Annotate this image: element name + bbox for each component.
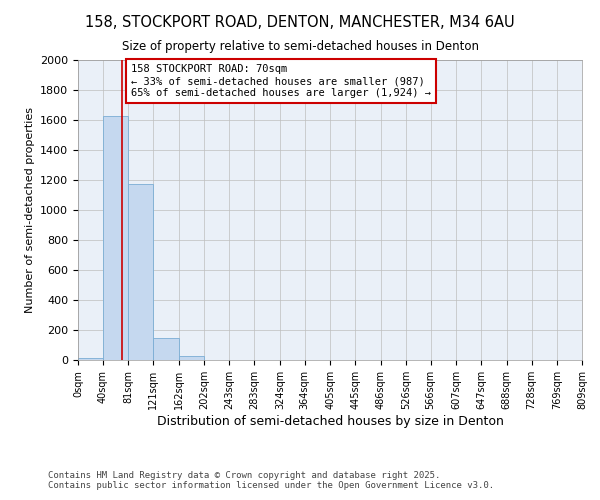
Text: Contains HM Land Registry data © Crown copyright and database right 2025.
Contai: Contains HM Land Registry data © Crown c… (48, 470, 494, 490)
Text: 158 STOCKPORT ROAD: 70sqm
← 33% of semi-detached houses are smaller (987)
65% of: 158 STOCKPORT ROAD: 70sqm ← 33% of semi-… (131, 64, 431, 98)
Bar (103, 116, 128, 360)
Bar (154, 338, 179, 360)
Text: 158, STOCKPORT ROAD, DENTON, MANCHESTER, M34 6AU: 158, STOCKPORT ROAD, DENTON, MANCHESTER,… (85, 15, 515, 30)
Bar (179, 356, 204, 360)
Y-axis label: Number of semi-detached properties: Number of semi-detached properties (25, 107, 35, 313)
Bar (128, 184, 154, 360)
Text: Size of property relative to semi-detached houses in Denton: Size of property relative to semi-detach… (121, 40, 479, 53)
X-axis label: Distribution of semi-detached houses by size in Denton: Distribution of semi-detached houses by … (157, 414, 503, 428)
Bar (78, 358, 103, 360)
